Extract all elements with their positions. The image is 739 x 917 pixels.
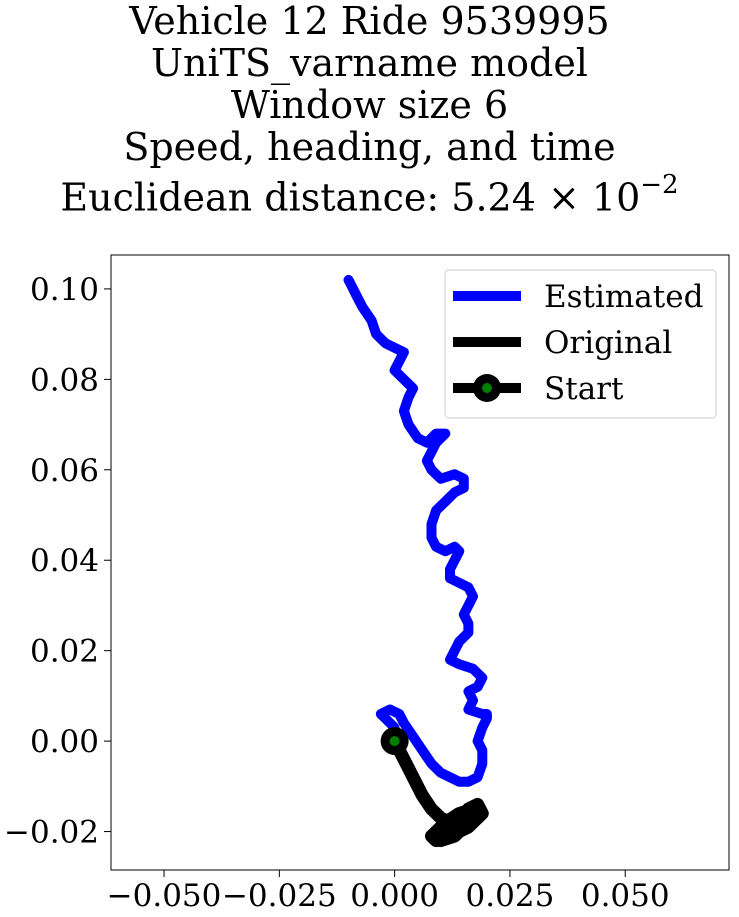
y-tick-label: 0.08 (30, 362, 99, 398)
legend-frame (444, 269, 717, 419)
legend-label-start: Start (544, 371, 624, 407)
legend: Estimated Original Start (444, 269, 717, 419)
series-line-estimated (343, 274, 492, 787)
start-marker (389, 736, 400, 747)
ticks-layer: −0.050 −0.025 0.000 0.025 0.050 −0.02 0.00 0.02… (4, 272, 670, 914)
chart-title: Vehicle 12 Ride 9539995 UniTS_varname mo… (0, 0, 739, 219)
y-tick-label: 0.02 (30, 634, 99, 670)
title-distance-line: Euclidean distance: 5.24 × 10−2 (0, 168, 739, 219)
x-tick-label: 0.000 (350, 878, 439, 914)
y-tick-label: 0.00 (30, 724, 99, 760)
y-tick-label: −0.02 (4, 815, 99, 851)
distance-exponent: −2 (640, 170, 679, 200)
x-tick-label: 0.025 (466, 878, 555, 914)
x-tick-label: −0.025 (222, 878, 337, 914)
title-line-1: Vehicle 12 Ride 9539995 (129, 0, 610, 43)
title-line-4: Speed, heading, and time (123, 125, 616, 169)
data-layer (343, 274, 492, 848)
x-tick-label: −0.050 (107, 878, 222, 914)
y-tick-label: 0.04 (30, 543, 99, 579)
title-line-3: Window size 6 (230, 83, 509, 127)
axes-frame (110, 254, 730, 871)
series-line-original (388, 734, 489, 848)
y-tick-label: 0.06 (30, 453, 99, 489)
legend-label-estimated: Estimated (544, 279, 703, 315)
legend-label-original: Original (544, 325, 672, 361)
distance-prefix: Euclidean distance: 5.24 (60, 175, 536, 220)
distance-base: 10 (591, 175, 641, 220)
legend-start-marker (482, 383, 492, 393)
y-tick-label: 0.10 (30, 272, 99, 308)
distance-times: × (547, 175, 580, 220)
title-line-2: UniTS_varname model (151, 41, 588, 85)
x-tick-label: 0.050 (581, 878, 670, 914)
